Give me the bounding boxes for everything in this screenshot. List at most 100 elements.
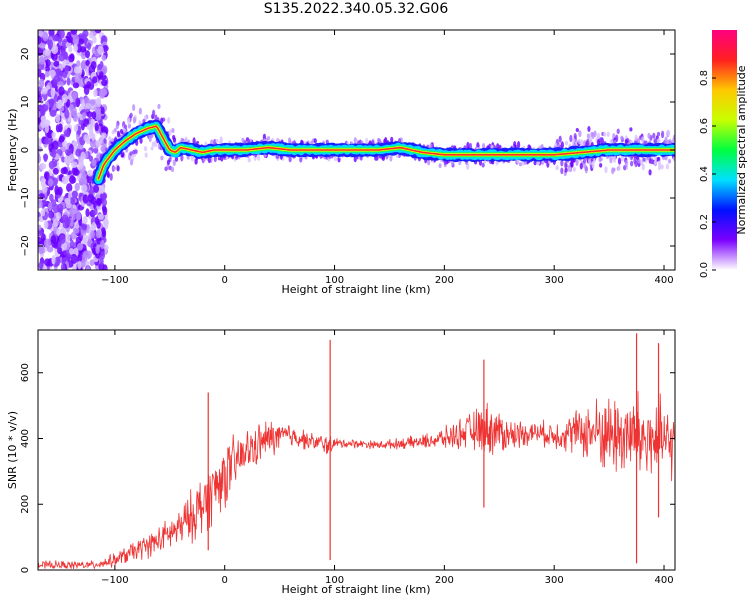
noise-speckle bbox=[91, 221, 96, 231]
noise-speckle bbox=[57, 123, 63, 133]
noise-speckle bbox=[101, 54, 107, 61]
halo-speckle bbox=[172, 135, 176, 140]
noise-speckle bbox=[60, 263, 66, 270]
halo-speckle bbox=[121, 151, 125, 158]
noise-speckle bbox=[40, 114, 47, 123]
noise-speckle bbox=[95, 244, 100, 254]
noise-speckle bbox=[101, 79, 108, 87]
halo-speckle bbox=[150, 146, 154, 151]
noise-speckle bbox=[49, 109, 57, 117]
noise-speckle bbox=[49, 193, 54, 202]
halo-speckle bbox=[606, 131, 610, 138]
halo-speckle bbox=[168, 129, 172, 136]
x-tick-label: 400 bbox=[654, 275, 673, 286]
noise-speckle bbox=[91, 159, 97, 167]
x-tick-label: 300 bbox=[545, 575, 564, 586]
halo-speckle bbox=[647, 132, 651, 139]
halo-speckle bbox=[624, 159, 628, 168]
halo-speckle bbox=[612, 155, 617, 163]
noise-speckle bbox=[73, 66, 80, 74]
noise-speckle bbox=[40, 120, 47, 129]
noise-speckle bbox=[95, 113, 102, 121]
x-tick-label: −100 bbox=[101, 275, 128, 286]
figure-title: S135.2022.340.05.32.G06 bbox=[263, 1, 449, 17]
noise-speckle bbox=[55, 113, 61, 123]
x-tick-label: 200 bbox=[435, 275, 454, 286]
noise-speckle bbox=[50, 235, 57, 244]
noise-speckle bbox=[43, 49, 51, 56]
noise-speckle bbox=[69, 175, 76, 185]
halo-speckle bbox=[129, 151, 133, 156]
halo-speckle bbox=[624, 139, 628, 144]
noise-speckle bbox=[82, 215, 88, 225]
noise-speckle bbox=[93, 88, 98, 98]
x-tick-label: 100 bbox=[325, 575, 344, 586]
halo-speckle bbox=[603, 132, 607, 137]
halo-speckle bbox=[116, 165, 120, 172]
halo-speckle bbox=[616, 128, 620, 134]
noise-speckle bbox=[83, 96, 91, 105]
halo-speckle bbox=[288, 156, 292, 163]
spectrogram-y-axis: −20 −10 0 10 20 bbox=[20, 48, 675, 257]
noise-speckle bbox=[64, 197, 71, 205]
halo-speckle bbox=[634, 160, 638, 168]
halo-speckle bbox=[172, 159, 176, 167]
noise-speckle bbox=[88, 31, 94, 39]
halo-speckle bbox=[129, 112, 133, 119]
noise-speckle bbox=[70, 161, 78, 168]
noise-speckle bbox=[56, 203, 64, 214]
halo-speckle bbox=[108, 135, 112, 142]
noise-speckle bbox=[56, 70, 63, 81]
halo-speckle bbox=[138, 107, 142, 115]
halo-speckle bbox=[564, 140, 569, 146]
noise-speckle bbox=[47, 202, 53, 211]
halo-speckle bbox=[215, 138, 219, 143]
noise-speckle bbox=[38, 110, 41, 118]
noise-speckle bbox=[98, 71, 104, 79]
noise-speckle bbox=[73, 124, 79, 132]
halo-speckle bbox=[650, 158, 654, 165]
noise-speckle bbox=[67, 35, 73, 44]
y-tick-label: −10 bbox=[20, 187, 31, 208]
colorbar-tick-label: 0.4 bbox=[699, 166, 710, 182]
halo-speckle bbox=[389, 153, 393, 162]
colorbar-ticks: 0.0 0.2 0.4 0.6 0.8 bbox=[699, 70, 716, 278]
noise-speckle bbox=[89, 155, 94, 162]
noise-speckle bbox=[71, 190, 78, 199]
noise-speckle bbox=[63, 167, 69, 175]
noise-speckle bbox=[58, 86, 65, 96]
halo-speckle bbox=[466, 141, 470, 150]
x-tick-label: 400 bbox=[654, 575, 673, 586]
halo-speckle bbox=[143, 145, 148, 152]
halo-speckle bbox=[555, 165, 559, 171]
halo-speckle bbox=[152, 109, 156, 117]
halo-speckle bbox=[598, 155, 602, 163]
halo-speckle bbox=[582, 157, 587, 165]
noise-speckle bbox=[68, 103, 75, 112]
noise-speckle bbox=[68, 45, 73, 53]
spectrogram-x-label: Height of straight line (km) bbox=[281, 283, 430, 296]
halo-speckle bbox=[129, 159, 134, 166]
halo-speckle bbox=[132, 149, 136, 155]
halo-speckle bbox=[617, 157, 622, 165]
halo-speckle bbox=[134, 149, 138, 154]
noise-speckle bbox=[97, 45, 104, 55]
noise-speckle bbox=[82, 234, 88, 244]
noise-speckle bbox=[61, 93, 68, 104]
halo-speckle bbox=[160, 155, 164, 161]
halo-speckle bbox=[119, 128, 124, 134]
halo-speckle bbox=[170, 166, 175, 173]
noise-speckle bbox=[76, 242, 84, 251]
halo-speckle bbox=[110, 137, 114, 142]
halo-speckle bbox=[325, 139, 329, 144]
noise-speckle bbox=[61, 140, 68, 148]
halo-speckle bbox=[599, 136, 603, 143]
halo-speckle bbox=[132, 104, 136, 112]
noise-speckle bbox=[51, 148, 57, 159]
halo-speckle bbox=[109, 173, 113, 181]
spectrogram-y-label: Frequency (Hz) bbox=[6, 109, 19, 192]
noise-speckle bbox=[92, 35, 97, 44]
noise-speckle bbox=[47, 39, 53, 50]
